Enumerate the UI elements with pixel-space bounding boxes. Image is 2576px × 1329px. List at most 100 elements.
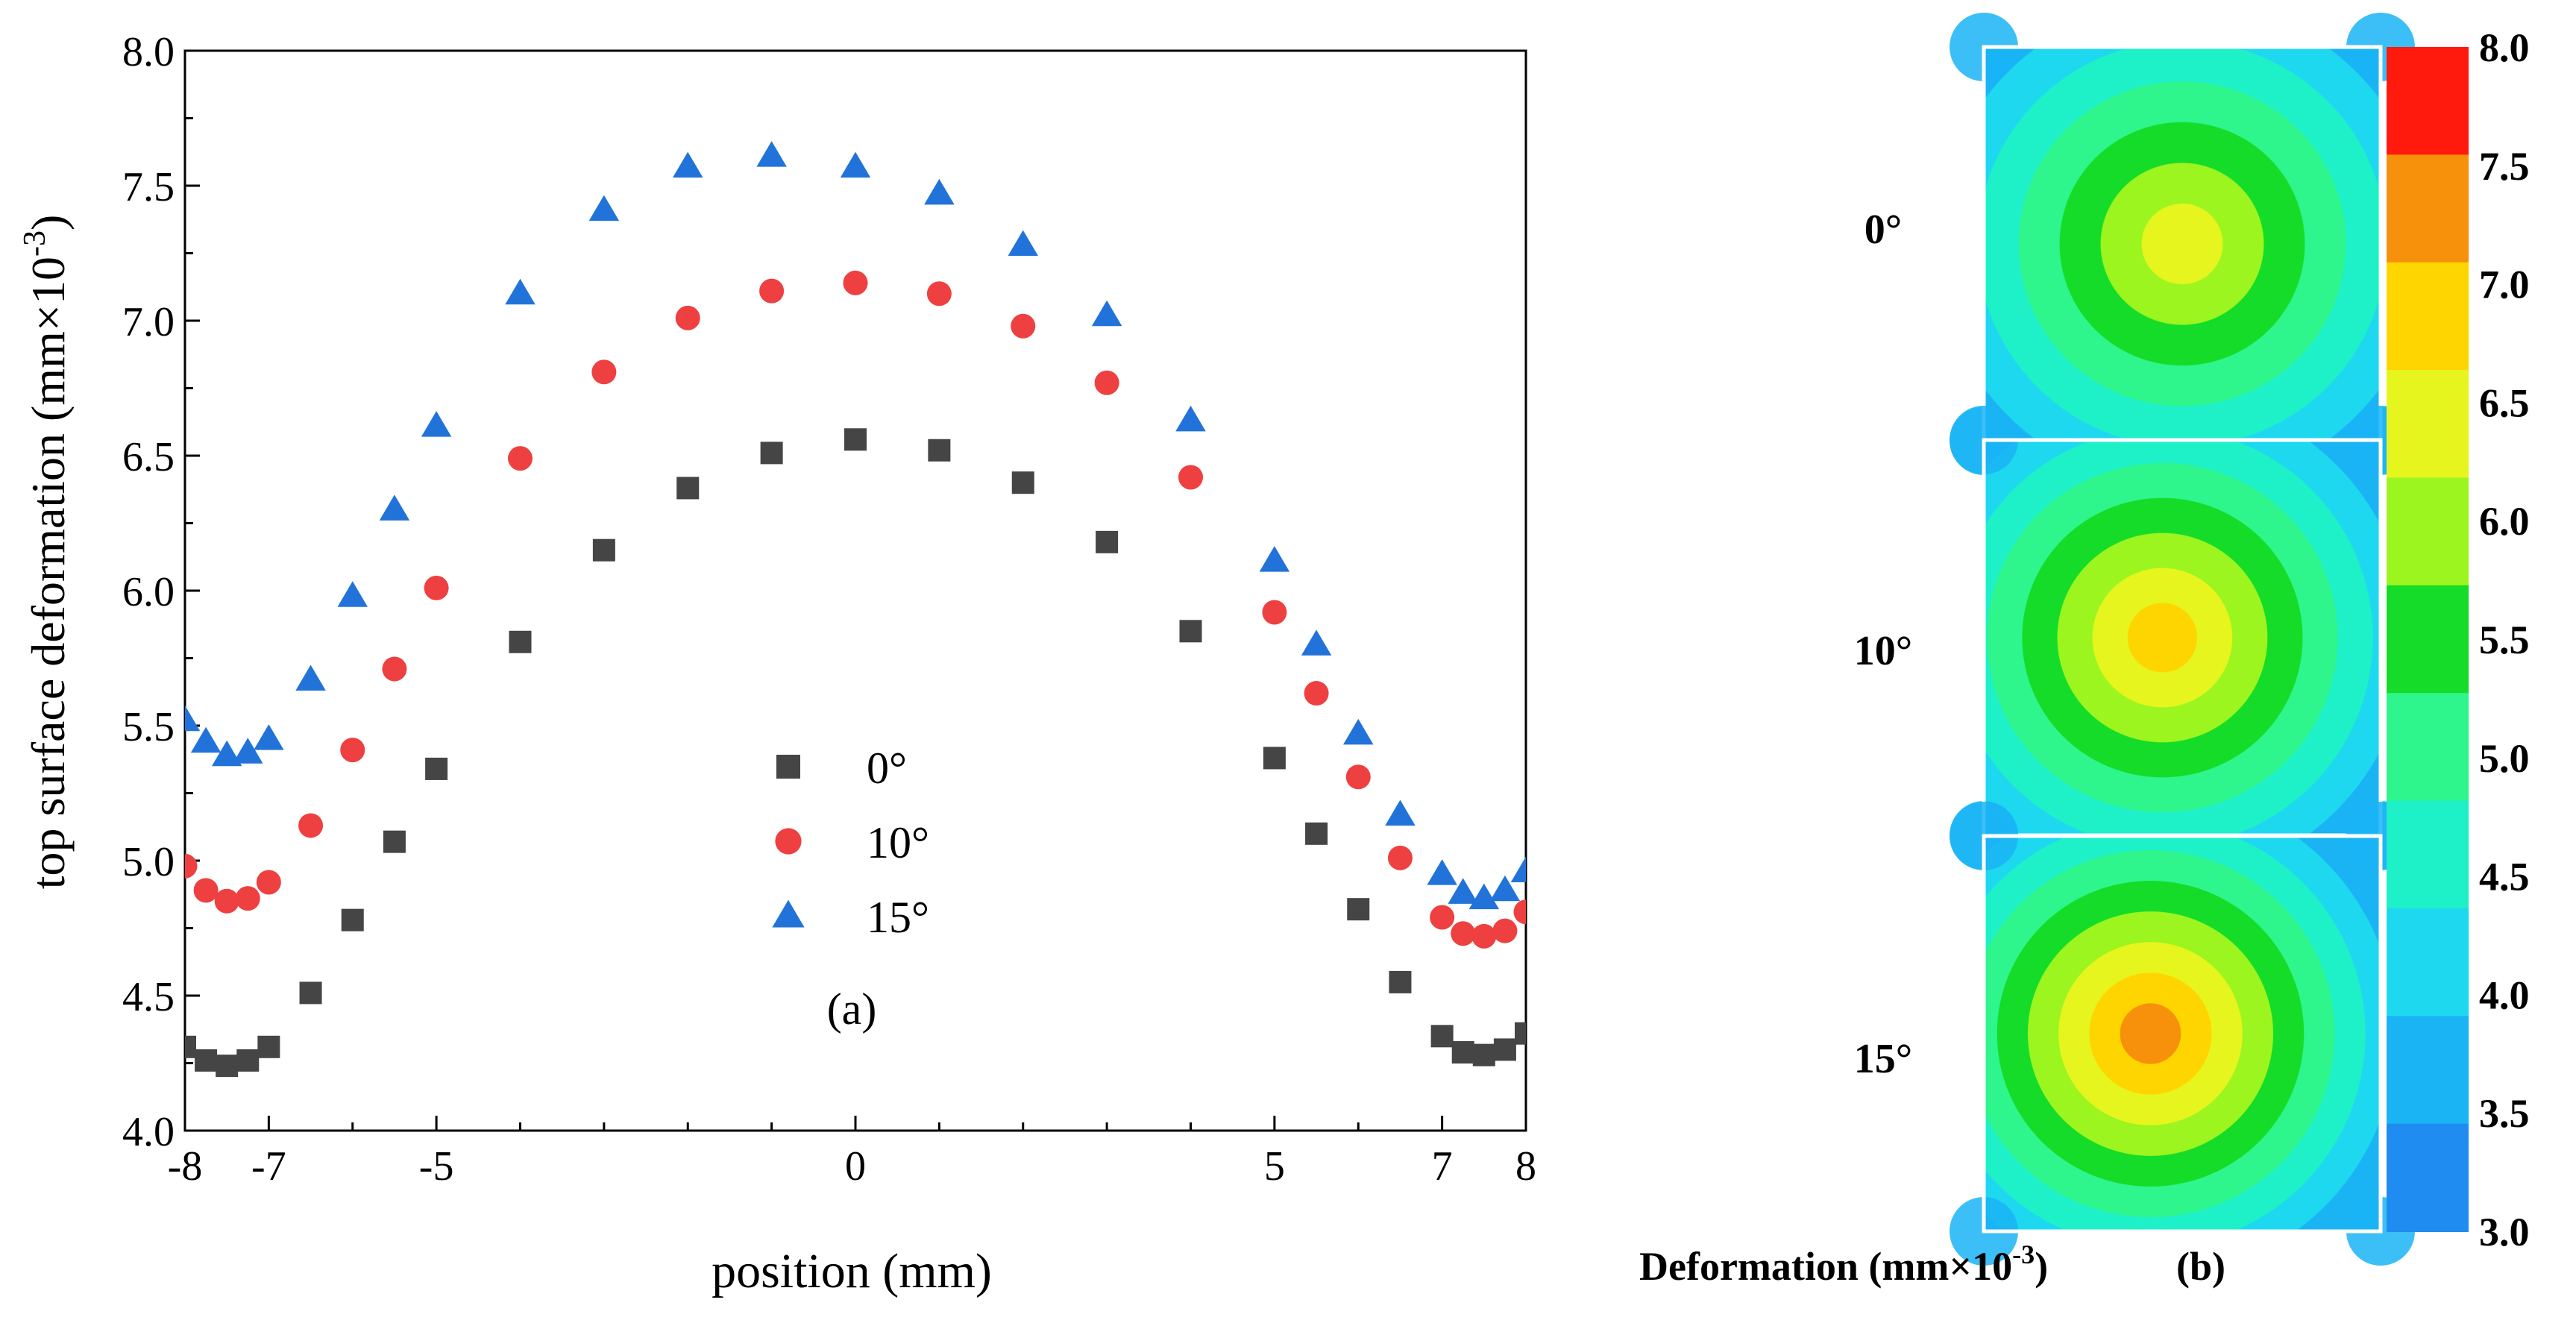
circle-marker bbox=[193, 878, 219, 903]
heatmap-panel: 8.0 7.5 7.0 6.5 6.0 5.5 5.0 4.5 4.0 3.5 3.0 0° 10°… bbox=[1639, 13, 2530, 1289]
square-marker bbox=[425, 757, 448, 780]
square-marker bbox=[1011, 471, 1034, 494]
legend-label: 10° bbox=[867, 818, 929, 867]
series-triangle bbox=[185, 141, 1526, 910]
colorbar-tick-label: 3.5 bbox=[2479, 1091, 2530, 1136]
legend-label: 15° bbox=[867, 893, 929, 942]
triangle-marker bbox=[1175, 405, 1206, 432]
circle-marker bbox=[424, 575, 449, 600]
triangle-marker bbox=[1301, 629, 1332, 656]
colorbar-caption: Deformation (mm×10-3) bbox=[1639, 1240, 2048, 1289]
colorbar-tick-label: 6.5 bbox=[2479, 380, 2530, 425]
colorbar-tick-label: 5.5 bbox=[2479, 618, 2530, 662]
triangle-marker bbox=[588, 195, 620, 222]
square-marker bbox=[760, 442, 783, 465]
triangle-marker bbox=[254, 724, 284, 750]
colorbar-tick-label: 3.0 bbox=[2479, 1210, 2530, 1254]
panel-a-label: (a) bbox=[827, 984, 877, 1034]
scatter-points bbox=[185, 141, 1526, 1078]
colorbar-tick-label: 7.0 bbox=[2479, 263, 2530, 307]
circle-marker bbox=[775, 828, 802, 855]
square-marker bbox=[1451, 1041, 1474, 1064]
panel-b-label: (b) bbox=[2176, 1244, 2225, 1289]
colorbar-tick-label: 4.0 bbox=[2479, 973, 2530, 1017]
circle-marker bbox=[256, 870, 281, 895]
circle-marker bbox=[843, 270, 868, 295]
circle-marker bbox=[1471, 923, 1497, 949]
colorbar-tick-label: 4.5 bbox=[2479, 855, 2530, 899]
square-marker bbox=[592, 538, 615, 562]
colorbar-segment bbox=[2387, 908, 2469, 1017]
row-label-0deg: 0° bbox=[1865, 207, 1902, 253]
x-tick-label: 5 bbox=[1264, 1143, 1285, 1190]
circle-marker bbox=[759, 278, 785, 304]
square-marker bbox=[383, 830, 406, 853]
circle-marker bbox=[340, 738, 365, 763]
triangle-marker bbox=[1427, 859, 1457, 885]
triangle-marker bbox=[1008, 230, 1038, 257]
square-marker bbox=[1389, 970, 1412, 993]
square-marker bbox=[216, 1055, 239, 1078]
heatmap-tile bbox=[1984, 440, 2381, 835]
circle-marker bbox=[1011, 313, 1036, 339]
y-tick-label: 7.0 bbox=[122, 299, 175, 345]
axis-ticks: 4.0 4.5 5.0 5.5 6.0 6.5 7.0 7.5 8.0 -8 -7 -5 0 5 7 8 bbox=[122, 29, 1536, 1190]
triangle-marker bbox=[772, 899, 805, 928]
y-tick-label: 6.0 bbox=[122, 569, 175, 615]
colorbar-tick-label: 7.5 bbox=[2479, 144, 2530, 189]
legend-label: 0° bbox=[867, 744, 907, 793]
square-marker bbox=[1179, 620, 1202, 643]
x-tick-label: -7 bbox=[251, 1143, 286, 1190]
triangle-marker bbox=[421, 411, 452, 437]
colorbar-segment bbox=[2387, 47, 2469, 156]
square-marker bbox=[1305, 822, 1328, 845]
series-circle bbox=[185, 270, 1526, 949]
heatmap-tile bbox=[1984, 836, 2381, 1231]
x-axis-label: position (mm) bbox=[711, 1244, 992, 1298]
circle-marker bbox=[1094, 370, 1119, 395]
colorbar-segment bbox=[2387, 1123, 2469, 1232]
triangle-marker bbox=[1343, 718, 1374, 745]
triangle-marker bbox=[505, 278, 535, 305]
triangle-marker bbox=[233, 738, 263, 764]
y-tick-label: 6.5 bbox=[122, 434, 175, 480]
square-marker bbox=[1347, 898, 1370, 921]
circle-marker bbox=[926, 281, 952, 307]
circle-marker bbox=[382, 656, 407, 682]
colorbar-segment bbox=[2387, 800, 2469, 909]
circle-marker bbox=[591, 359, 617, 385]
square-marker bbox=[1263, 747, 1286, 770]
legend: 0° 10° 15° bbox=[772, 744, 929, 942]
circle-marker bbox=[235, 886, 260, 911]
circle-marker bbox=[675, 305, 700, 330]
triangle-marker bbox=[673, 151, 703, 178]
colorbar-segment bbox=[2387, 693, 2469, 802]
circle-marker bbox=[298, 813, 324, 838]
triangle-marker bbox=[190, 726, 222, 753]
y-tick-label: 5.5 bbox=[122, 704, 175, 750]
triangle-marker bbox=[295, 664, 326, 691]
square-marker bbox=[509, 630, 532, 653]
triangle-marker bbox=[1448, 878, 1478, 904]
x-tick-label: -5 bbox=[419, 1143, 454, 1190]
circle-marker bbox=[1262, 600, 1287, 625]
square-marker bbox=[1472, 1043, 1495, 1066]
colorbar-tick-label: 5.0 bbox=[2479, 736, 2530, 781]
square-marker bbox=[257, 1035, 280, 1058]
circle-marker bbox=[1430, 905, 1455, 930]
y-tick-label: 5.0 bbox=[122, 839, 175, 885]
colorbar: 8.0 7.5 7.0 6.5 6.0 5.5 5.0 4.5 4.0 3.5 3.0 bbox=[2387, 25, 2530, 1254]
square-marker bbox=[844, 428, 867, 451]
triangle-marker bbox=[1259, 546, 1290, 572]
colorbar-segment bbox=[2387, 477, 2469, 586]
triangle-marker bbox=[1091, 300, 1122, 327]
square-marker bbox=[1515, 1022, 1526, 1045]
triangle-marker bbox=[1510, 856, 1526, 882]
square-marker bbox=[299, 981, 322, 1005]
triangle-marker bbox=[1385, 799, 1416, 826]
y-tick-label: 8.0 bbox=[122, 29, 175, 75]
scatter-panel: 4.0 4.5 5.0 5.5 6.0 6.5 7.0 7.5 8.0 -8 -7 -5 0 5 7 8 0°… bbox=[18, 29, 1536, 1298]
triangle-marker bbox=[337, 581, 368, 607]
circle-marker bbox=[214, 888, 239, 914]
